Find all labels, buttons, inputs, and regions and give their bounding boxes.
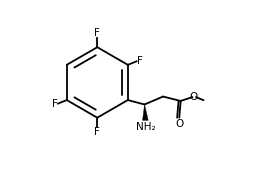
Text: O: O (175, 119, 183, 129)
Text: F: F (94, 127, 100, 137)
Text: F: F (94, 28, 100, 38)
Text: O: O (190, 92, 198, 102)
Text: F: F (52, 99, 58, 109)
Text: F: F (137, 56, 142, 66)
Polygon shape (143, 105, 148, 120)
Text: NH₂: NH₂ (136, 122, 155, 132)
